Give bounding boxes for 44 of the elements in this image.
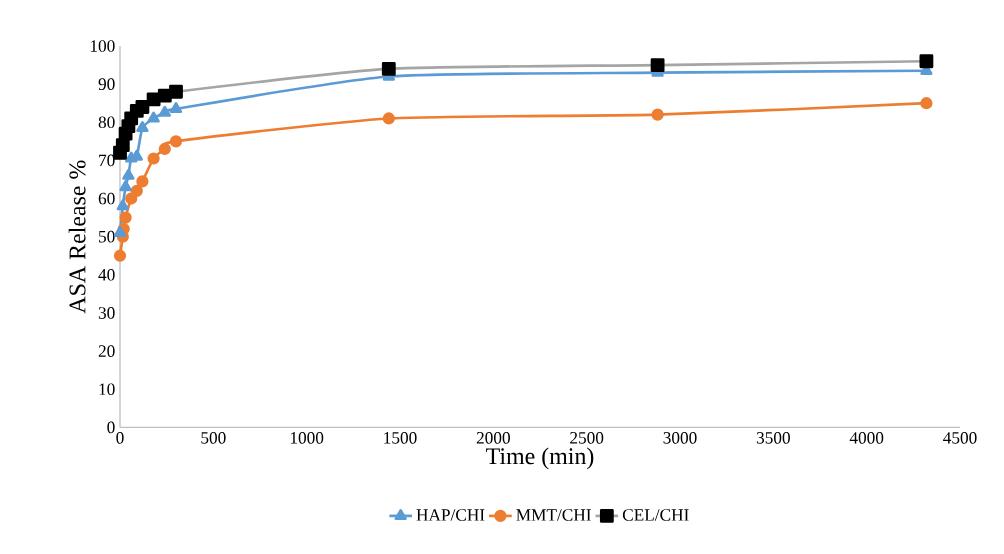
point — [147, 111, 160, 123]
y-tick-label: 20 — [98, 345, 115, 357]
x-tick-label: 2000 — [476, 432, 510, 444]
point — [147, 152, 160, 165]
y-tick-label: 90 — [98, 78, 115, 90]
y-tick-label: 70 — [99, 154, 115, 167]
point — [136, 121, 149, 133]
x-tick-label: 3500 — [756, 432, 790, 444]
point — [920, 97, 933, 110]
point — [382, 112, 395, 125]
point — [116, 199, 129, 211]
y-tick-label: 100 — [90, 40, 115, 52]
x-tick-label: 4000 — [849, 432, 884, 444]
x-tick-label: 2500 — [570, 432, 604, 444]
y-tick-label: 0 — [107, 421, 115, 434]
y-tick-label: 10 — [99, 383, 115, 396]
point — [158, 142, 171, 156]
point — [169, 135, 183, 148]
y-tick-label: 40 — [98, 268, 115, 281]
x-tick-label: 3000 — [663, 432, 697, 444]
point — [169, 102, 183, 114]
point — [119, 211, 132, 224]
y-tick-label: 50 — [99, 230, 115, 243]
point — [130, 184, 143, 198]
legend-label: HAP/CHI — [416, 509, 485, 521]
y-tick-label: 60 — [98, 192, 115, 205]
point — [136, 175, 149, 188]
point — [113, 249, 127, 262]
point — [113, 225, 127, 237]
x-tick-label: 4500 — [943, 432, 977, 444]
x-tick-label: 1500 — [384, 432, 417, 444]
y-axis-title: ASA Release % — [68, 160, 86, 314]
x-tick-label: 1000 — [290, 432, 324, 444]
y-tick-label: 30 — [98, 307, 115, 319]
x-axis-title: Time (min) — [486, 447, 594, 470]
legend-label: CEL/CHI — [622, 509, 689, 521]
point — [119, 180, 132, 192]
point — [122, 168, 135, 180]
point — [651, 108, 664, 121]
x-tick-label: 500 — [201, 432, 226, 444]
y-tick-label: 80 — [98, 116, 115, 129]
x-tick-label: 0 — [116, 432, 124, 444]
legend-label: MMT/CHI — [516, 509, 591, 521]
point — [158, 105, 171, 117]
